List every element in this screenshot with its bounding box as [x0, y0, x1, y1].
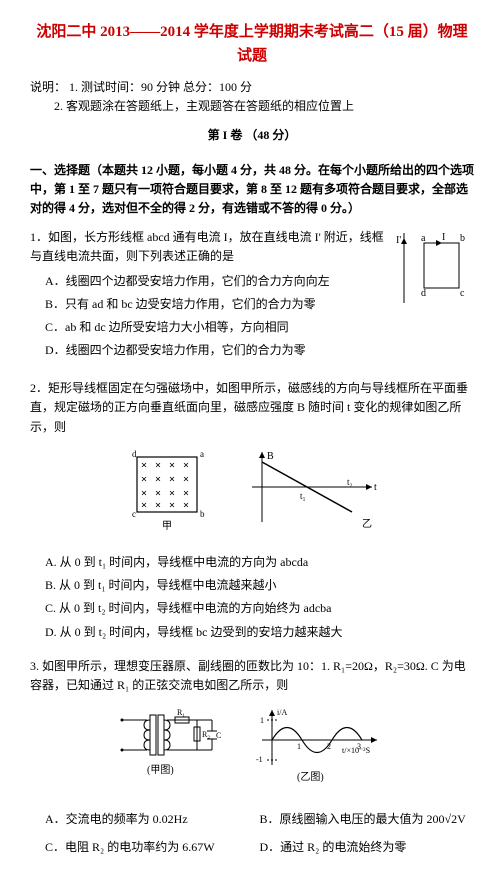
- q2-fig-jia: d a b c: [132, 449, 205, 532]
- instruction-2: 2. 客观题涂在答题纸上，主观题答在答题纸的相应位置上: [30, 97, 474, 116]
- q2-figure: d a b c: [30, 447, 474, 543]
- svg-text:a: a: [200, 449, 204, 459]
- q3-optD: D．通过 R₂ 的电流始终为零: [260, 838, 475, 857]
- q3-fig-jia: R₁ R₂ C (甲图): [121, 708, 222, 776]
- section1-title: 一、选择题（本题共 12 小题，每小题 4 分，共 48 分。在每个小题所给出的…: [30, 161, 474, 219]
- svg-text:C: C: [216, 731, 221, 740]
- q3-fig-yi: 1 -1 1 2 3 i/A t/×10⁻²S (乙图): [256, 708, 377, 783]
- svg-text:t₁: t₁: [300, 491, 306, 501]
- svg-text:t₂: t₂: [347, 477, 353, 487]
- q1-fig-a-label: a: [421, 233, 426, 244]
- q1-fig-I-label: I: [442, 232, 445, 243]
- q2-fig-yi: B t t₁ t₂ 乙: [252, 451, 377, 530]
- svg-text:2: 2: [327, 742, 331, 751]
- svg-text:t: t: [374, 482, 377, 493]
- instruction-1: 1. 测试时间：90 分钟 总分：100 分: [69, 80, 252, 94]
- exam-title: 沈阳二中 2013——2014 学年度上学期期末考试高二（15 届）物理试题: [30, 20, 474, 68]
- q2-text: 2．矩形导线框固定在匀强磁场中，如图甲所示，磁感线的方向与导线框所在平面垂直，规…: [30, 379, 474, 437]
- q3-figure: R₁ R₂ C (甲图) 1 -1: [30, 705, 474, 796]
- svg-text:c: c: [132, 509, 136, 519]
- q2-optA: A. 从 0 到 t₁ 时间内，导线框中电流的方向为 abcda: [45, 553, 474, 572]
- q1-optC: C．ab 和 dc 边所受安培力大小相等，方向相同: [45, 318, 474, 337]
- q1-figure: I' a b c d I: [394, 228, 474, 314]
- part1-header: 第 I 卷 （48 分）: [30, 126, 474, 145]
- svg-text:t/×10⁻²S: t/×10⁻²S: [342, 746, 370, 755]
- q1-fig-c-label: c: [460, 288, 465, 299]
- svg-text:d: d: [132, 449, 137, 459]
- svg-text:-1: -1: [256, 755, 263, 764]
- question-1: I' a b c d I 1．如图，长方形线框 abcd 通有电流 I，放在直线…: [30, 228, 474, 364]
- instruction-label: 说明：: [30, 80, 66, 94]
- q1-optD: D．线圈四个边都受安培力作用，它们的合力为零: [45, 341, 474, 360]
- svg-text:b: b: [200, 509, 205, 519]
- svg-text:乙: 乙: [362, 518, 372, 530]
- svg-text:甲: 甲: [162, 521, 172, 532]
- svg-text:1: 1: [297, 742, 301, 751]
- q3-optB: B．原线圈输入电压的最大值为 200√2V: [260, 810, 475, 829]
- q3-optA: A．交流电的频率为 0.02Hz: [45, 810, 260, 829]
- q2-optB: B. 从 0 到 t₁ 时间内，导线框中电流越来越小: [45, 576, 474, 595]
- q1-fig-d-label: d: [421, 288, 426, 299]
- question-2: 2．矩形导线框固定在匀强磁场中，如图甲所示，磁感线的方向与导线框所在平面垂直，规…: [30, 379, 474, 642]
- q1-fig-Ip-label: I': [396, 235, 401, 246]
- q3-options: A．交流电的频率为 0.02Hz B．原线圈输入电压的最大值为 200√2V C…: [30, 806, 474, 860]
- svg-text:B: B: [267, 451, 274, 462]
- svg-text:(甲图): (甲图): [147, 764, 174, 776]
- instructions-block: 说明： 1. 测试时间：90 分钟 总分：100 分 2. 客观题涂在答题纸上，…: [30, 78, 474, 116]
- svg-text:(乙图): (乙图): [297, 771, 324, 783]
- question-3: 3. 如图甲所示，理想变压器原、副线圈的匝数比为 10：1. R₁=20Ω，R₂…: [30, 657, 474, 861]
- q2-options: A. 从 0 到 t₁ 时间内，导线框中电流的方向为 abcda B. 从 0 …: [30, 553, 474, 642]
- q2-optD: D. 从 0 到 t₂ 时间内，导线框 bc 边受到的安培力越来越大: [45, 623, 474, 642]
- q2-optC: C. 从 0 到 t₂ 时间内，导线框中电流的方向始终为 adcba: [45, 599, 474, 618]
- q3-text: 3. 如图甲所示，理想变压器原、副线圈的匝数比为 10：1. R₁=20Ω，R₂…: [30, 657, 474, 695]
- svg-text:1: 1: [260, 716, 264, 725]
- q3-optC: C．电阻 R₂ 的电功率约为 6.67W: [45, 838, 260, 857]
- q1-fig-b-label: b: [460, 233, 465, 244]
